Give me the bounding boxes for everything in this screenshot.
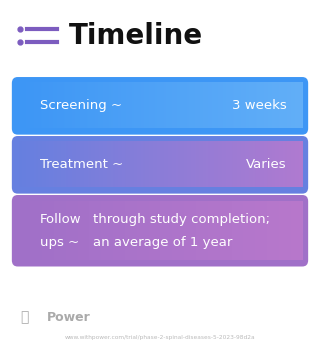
Text: Varies: Varies (246, 158, 286, 171)
FancyBboxPatch shape (12, 136, 308, 194)
Text: Timeline: Timeline (69, 23, 203, 50)
Text: an average of 1 year: an average of 1 year (93, 236, 232, 249)
Text: ␧: ␧ (20, 311, 28, 324)
Text: Follow: Follow (40, 213, 82, 226)
Text: ups ~: ups ~ (40, 236, 79, 249)
Text: Power: Power (46, 311, 90, 324)
FancyBboxPatch shape (12, 195, 308, 266)
Text: Treatment ~: Treatment ~ (40, 158, 123, 171)
Text: Screening ~: Screening ~ (40, 99, 122, 112)
FancyBboxPatch shape (12, 77, 308, 135)
Text: www.withpower.com/trial/phase-2-spinal-diseases-5-2023-98d2a: www.withpower.com/trial/phase-2-spinal-d… (65, 335, 255, 340)
Text: through study completion;: through study completion; (93, 213, 270, 226)
Text: 3 weeks: 3 weeks (232, 99, 286, 112)
